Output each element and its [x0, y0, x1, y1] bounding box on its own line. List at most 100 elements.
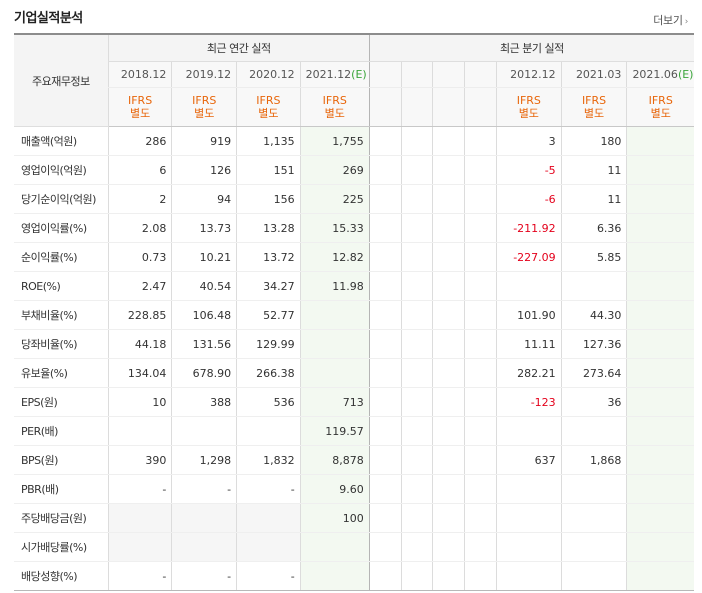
quarter-value	[400, 300, 433, 330]
ifrs-label: IFRS	[256, 94, 281, 107]
quarter-value	[400, 213, 433, 243]
period-annual-0: 2018.12	[107, 61, 172, 88]
table-row: PBR(배) - - -9.60	[14, 474, 694, 504]
quarter-value: 6.36	[560, 213, 627, 243]
ifrs-quarter-4: IFRS 별도	[495, 87, 562, 127]
quarter-value	[495, 532, 562, 562]
quarter-value: -5	[495, 155, 562, 185]
more-link[interactable]: 더보기 ›	[653, 12, 688, 28]
quarter-value	[432, 358, 465, 388]
annual-header: 최근 연간 실적	[107, 33, 370, 62]
ifrs-label: IFRS	[127, 94, 153, 107]
quarter-value	[400, 445, 433, 475]
annual-value	[299, 561, 370, 591]
quarter-value: 11.11	[495, 329, 562, 359]
annual-value: 52.77	[236, 300, 301, 330]
quarter-value	[432, 242, 465, 272]
quarter-value: 3	[495, 126, 562, 156]
estimate-marker: (E)	[677, 68, 694, 81]
annual-value: 13.72	[236, 242, 301, 272]
quarter-value	[464, 213, 497, 243]
table-row: EPS(원) 10 388 536 713 -123 36	[14, 387, 694, 417]
annual-value: 1,298	[171, 445, 237, 475]
quarter-value	[560, 271, 627, 301]
quarter-value	[368, 271, 402, 301]
estimate-marker: (E)	[351, 68, 367, 81]
quarter-value	[464, 126, 497, 156]
quarter-value	[464, 416, 497, 446]
row-label: 매출액(억원)	[14, 126, 109, 156]
quarter-value	[464, 358, 497, 388]
ifrs-label: IFRS	[581, 94, 607, 107]
ifrs-annual-2: IFRS 별도	[236, 87, 301, 127]
quarter-value	[560, 532, 627, 562]
table-row: 영업이익률(%) 2.08 13.73 13.28 15.33 -211.92 6.36	[14, 213, 694, 243]
row-label: 영업이익률(%)	[14, 213, 109, 243]
annual-value: 6	[107, 155, 172, 185]
annual-value	[236, 532, 301, 562]
quarter-value: 180	[560, 126, 627, 156]
annual-value	[299, 329, 370, 359]
quarter-value	[464, 329, 497, 359]
period-annual-3: 2021.12(E)	[299, 61, 370, 88]
quarter-value	[464, 271, 497, 301]
quarter-value	[626, 126, 694, 156]
period-annual-1: 2019.12	[171, 61, 237, 88]
quarter-value	[368, 474, 402, 504]
quarter-value	[432, 503, 465, 533]
quarter-value	[432, 126, 465, 156]
ifrs-quarter-empty	[464, 87, 497, 127]
quarter-value	[626, 242, 694, 272]
row-label: BPS(원)	[14, 445, 109, 475]
annual-value: 1,135	[236, 126, 301, 156]
quarter-value: 36	[560, 387, 627, 417]
annual-value: 919	[171, 126, 237, 156]
annual-value: 0.73	[107, 242, 172, 272]
row-label: 시가배당률(%)	[14, 532, 109, 562]
standalone-label: 별도	[258, 107, 279, 120]
ifrs-label: IFRS	[516, 94, 541, 107]
quarter-value	[368, 126, 402, 156]
quarter-value	[560, 474, 627, 504]
annual-value: -	[236, 561, 301, 591]
quarter-value	[400, 184, 433, 214]
annual-value: -	[107, 474, 172, 504]
table-row: 시가배당률(%)	[14, 532, 694, 562]
quarter-value: 637	[495, 445, 562, 475]
annual-value: 286	[107, 126, 172, 156]
annual-value: 44.18	[107, 329, 172, 359]
quarter-value	[368, 445, 402, 475]
quarter-value	[368, 387, 402, 417]
row-label: PBR(배)	[14, 474, 109, 504]
period-annual-2: 2020.12	[236, 61, 301, 88]
annual-value: -	[107, 561, 172, 591]
quarter-value: 1,868	[560, 445, 627, 475]
ifrs-quarter-5: IFRS 별도	[560, 87, 627, 127]
annual-value: 12.82	[299, 242, 370, 272]
chevron-right-icon: ›	[684, 17, 689, 27]
quarter-value	[432, 561, 465, 591]
more-label: 더보기	[653, 14, 683, 27]
ifrs-quarter-empty	[368, 87, 402, 127]
annual-value: 100	[299, 503, 370, 533]
quarter-value	[368, 358, 402, 388]
row-label: 영업이익(억원)	[14, 155, 109, 185]
annual-value: 13.28	[236, 213, 301, 243]
quarter-value	[400, 503, 433, 533]
quarter-value	[626, 503, 694, 533]
period-quarter-2	[432, 61, 465, 88]
quarter-value: -211.92	[495, 213, 562, 243]
annual-value: 129.99	[236, 329, 301, 359]
annual-value: 225	[299, 184, 370, 214]
annual-value: 2	[107, 184, 172, 214]
annual-value: 11.98	[299, 271, 370, 301]
annual-value: -	[171, 474, 237, 504]
standalone-label: 별도	[518, 107, 539, 120]
ifrs-quarter-empty	[400, 87, 433, 127]
table-row: 주당배당금(원) 100	[14, 503, 694, 533]
table-row: ROE(%) 2.47 40.54 34.27 11.98	[14, 271, 694, 301]
annual-value: 713	[299, 387, 370, 417]
annual-value: 269	[299, 155, 370, 185]
standalone-label: 별도	[650, 107, 671, 120]
quarter-value	[400, 561, 433, 591]
